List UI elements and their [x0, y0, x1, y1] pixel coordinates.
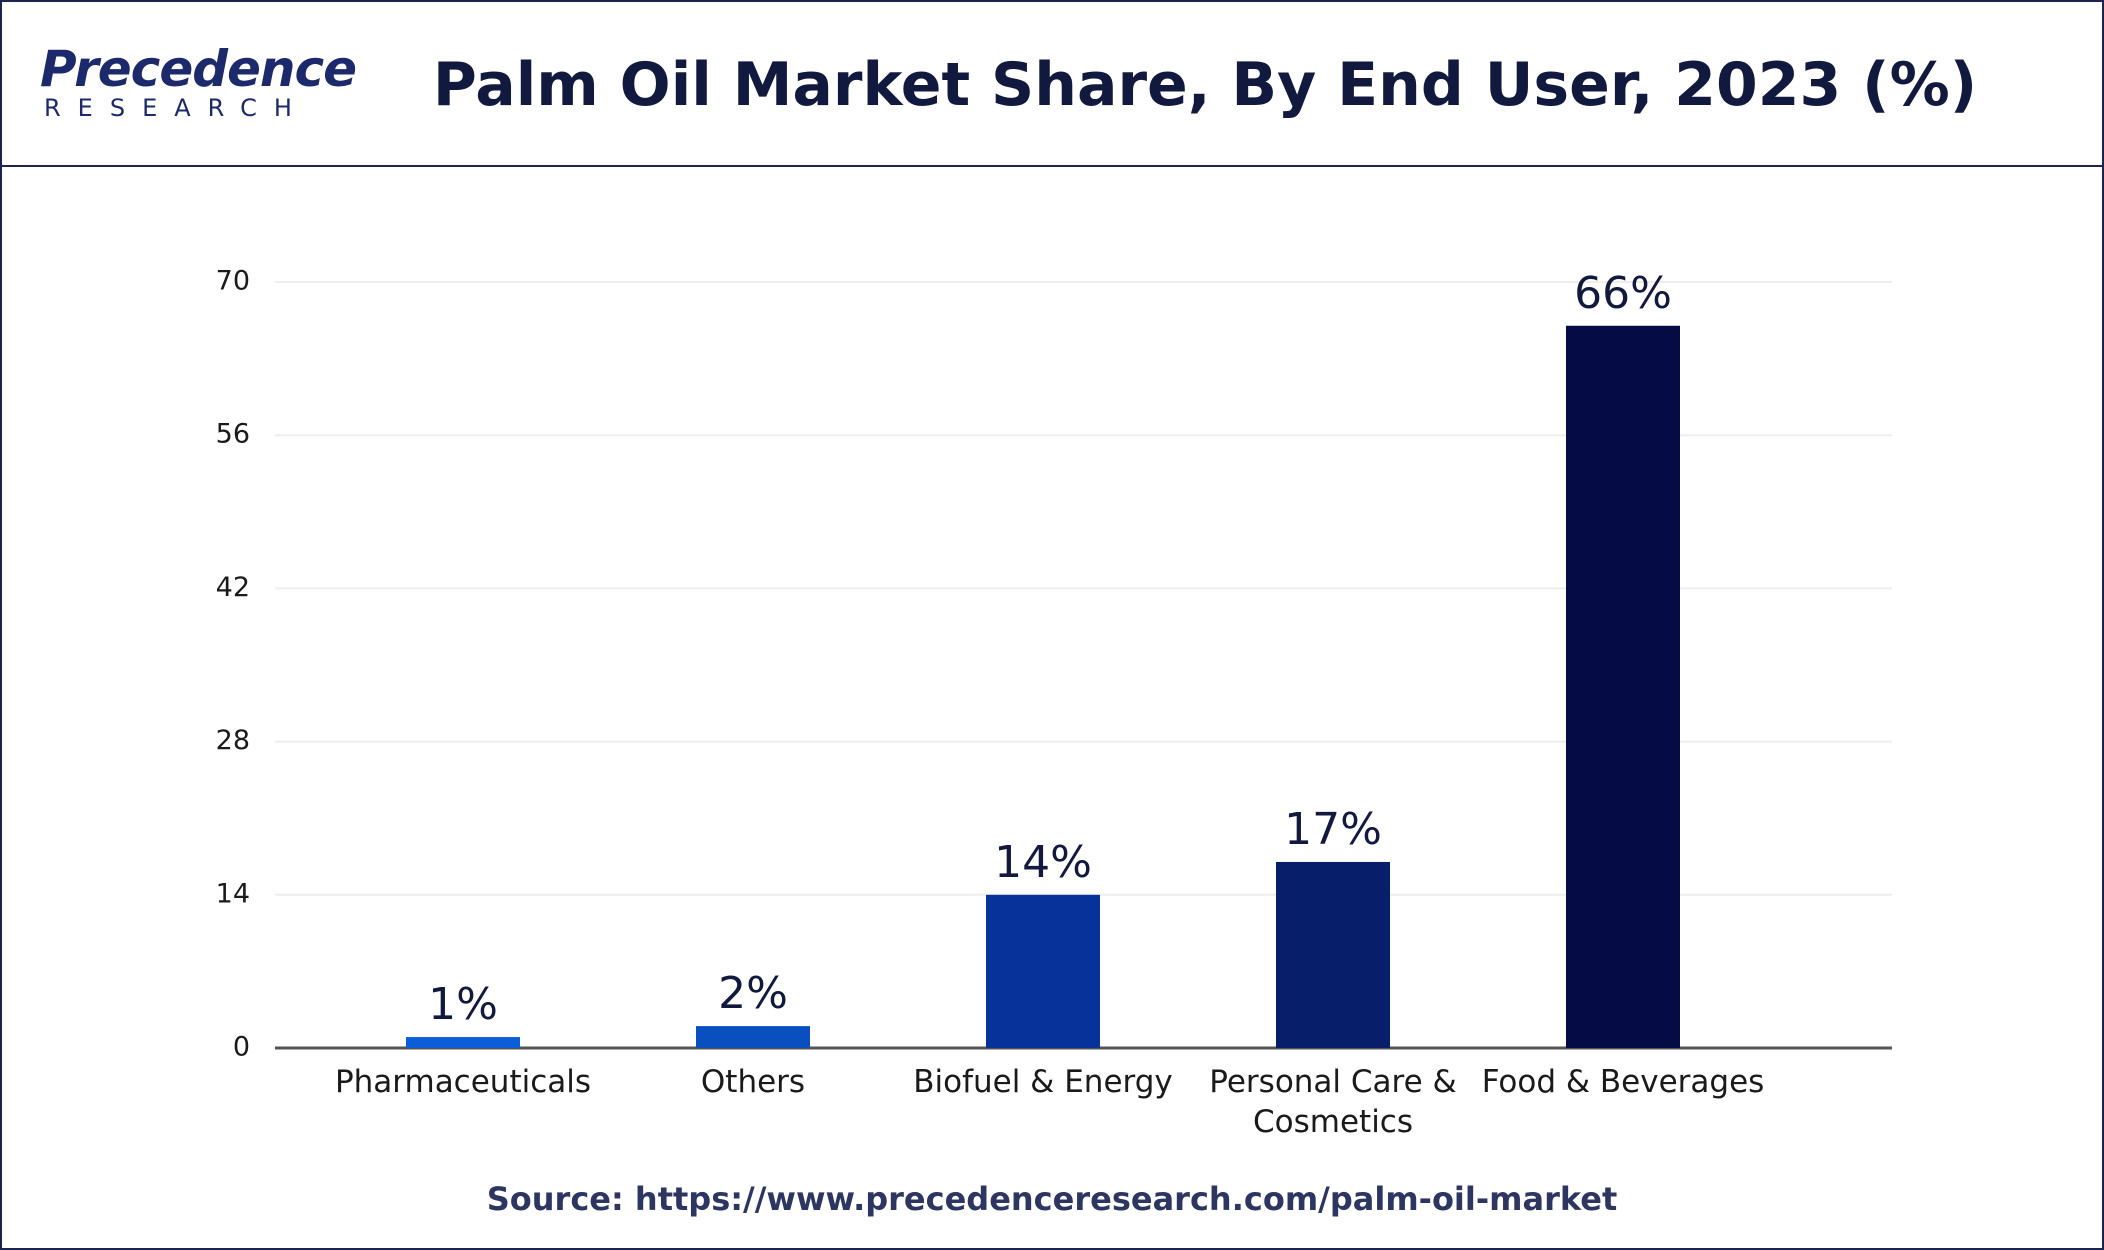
- x-tick-label: Biofuel & Energy: [913, 1064, 1173, 1100]
- value-label: 17%: [1284, 804, 1382, 855]
- chart-title: Palm Oil Market Share, By End User, 2023…: [432, 50, 1978, 120]
- header-divider: [0, 165, 2104, 167]
- y-tick-label: 42: [216, 572, 250, 603]
- value-label: 2%: [718, 968, 788, 1019]
- x-tick-label: Personal Care & Cosmetics: [1209, 1064, 1457, 1140]
- y-tick-label: 70: [216, 266, 250, 297]
- logo-name: Precedence: [40, 40, 357, 98]
- y-tick-label: 0: [233, 1032, 250, 1063]
- value-label: 66%: [1574, 268, 1672, 319]
- y-tick-label: 14: [216, 878, 250, 909]
- x-tick-label: Pharmaceuticals: [334, 1064, 592, 1100]
- x-tick-label: Food & Beverages: [1481, 1064, 1765, 1100]
- bar: [406, 1037, 520, 1048]
- x-tick-label: Others: [700, 1064, 806, 1100]
- value-label: 14%: [994, 837, 1092, 888]
- logo-sub: RESEARCH: [44, 94, 309, 122]
- y-tick-label: 28: [216, 725, 250, 756]
- bar: [696, 1026, 810, 1048]
- source: Source: https://www.precedenceresearch.c…: [486, 1180, 1618, 1218]
- bar: [1566, 325, 1680, 1048]
- bar: [986, 894, 1100, 1048]
- y-tick-label: 56: [216, 419, 250, 450]
- value-label: 1%: [428, 979, 498, 1030]
- bar: [1276, 861, 1390, 1048]
